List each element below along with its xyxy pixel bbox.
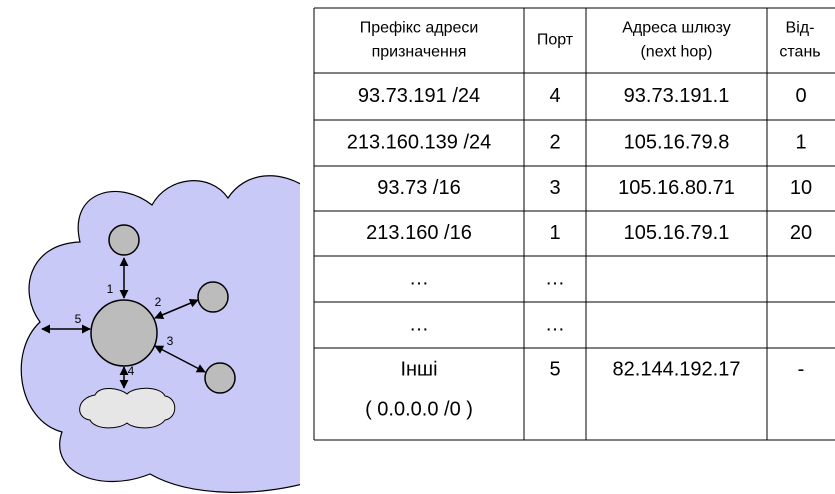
- cell: …: [409, 267, 429, 289]
- cell: 213.160 /16: [366, 222, 472, 244]
- header-cell: призначення: [372, 44, 467, 61]
- port-label: 4: [128, 364, 135, 378]
- cell: 5: [549, 358, 560, 380]
- cell: 2: [549, 131, 560, 153]
- header-cell: стань: [779, 44, 820, 61]
- cell: 3: [549, 177, 560, 199]
- cell: 0: [795, 85, 806, 107]
- header-cell: Адреса шлюзу: [622, 20, 730, 37]
- port-label: 1: [107, 282, 114, 296]
- cell: …: [409, 313, 429, 335]
- cell: 105.16.79.8: [624, 131, 730, 153]
- router-diagram: 1 2 3 4 5: [41, 224, 236, 429]
- cell: 82.144.192.17: [613, 358, 741, 380]
- header-cell: Від-: [786, 20, 815, 37]
- cell: 93.73 /16: [377, 177, 460, 199]
- cell: …: [545, 267, 565, 289]
- cell: -: [798, 358, 805, 380]
- routing-table: Префікс адреси призначення Порт Адреса шлюз…: [313, 7, 835, 441]
- header-cell: Порт: [537, 32, 574, 49]
- header-cell: (next hop): [640, 44, 712, 61]
- network-cloud: [20, 175, 300, 493]
- cell: 10: [790, 177, 812, 199]
- cell: 20: [790, 222, 812, 244]
- cell: Інші: [400, 358, 437, 380]
- cell: 93.73.191.1: [624, 85, 730, 107]
- header-cell: Префікс адреси: [360, 20, 479, 37]
- cell: 1: [795, 131, 806, 153]
- cell: 4: [549, 85, 560, 107]
- port-label: 2: [155, 295, 162, 309]
- cell: 213.160.139 /24: [347, 131, 492, 153]
- cell: 93.73.191 /24: [358, 85, 480, 107]
- cell: …: [545, 313, 565, 335]
- cell: 105.16.80.71: [618, 177, 735, 199]
- cell: 105.16.79.1: [624, 222, 730, 244]
- port-label: 3: [167, 334, 174, 348]
- port-label: 5: [75, 312, 82, 326]
- cell: 1: [549, 222, 560, 244]
- cell: ( 0.0.0.0 /0 ): [365, 398, 473, 420]
